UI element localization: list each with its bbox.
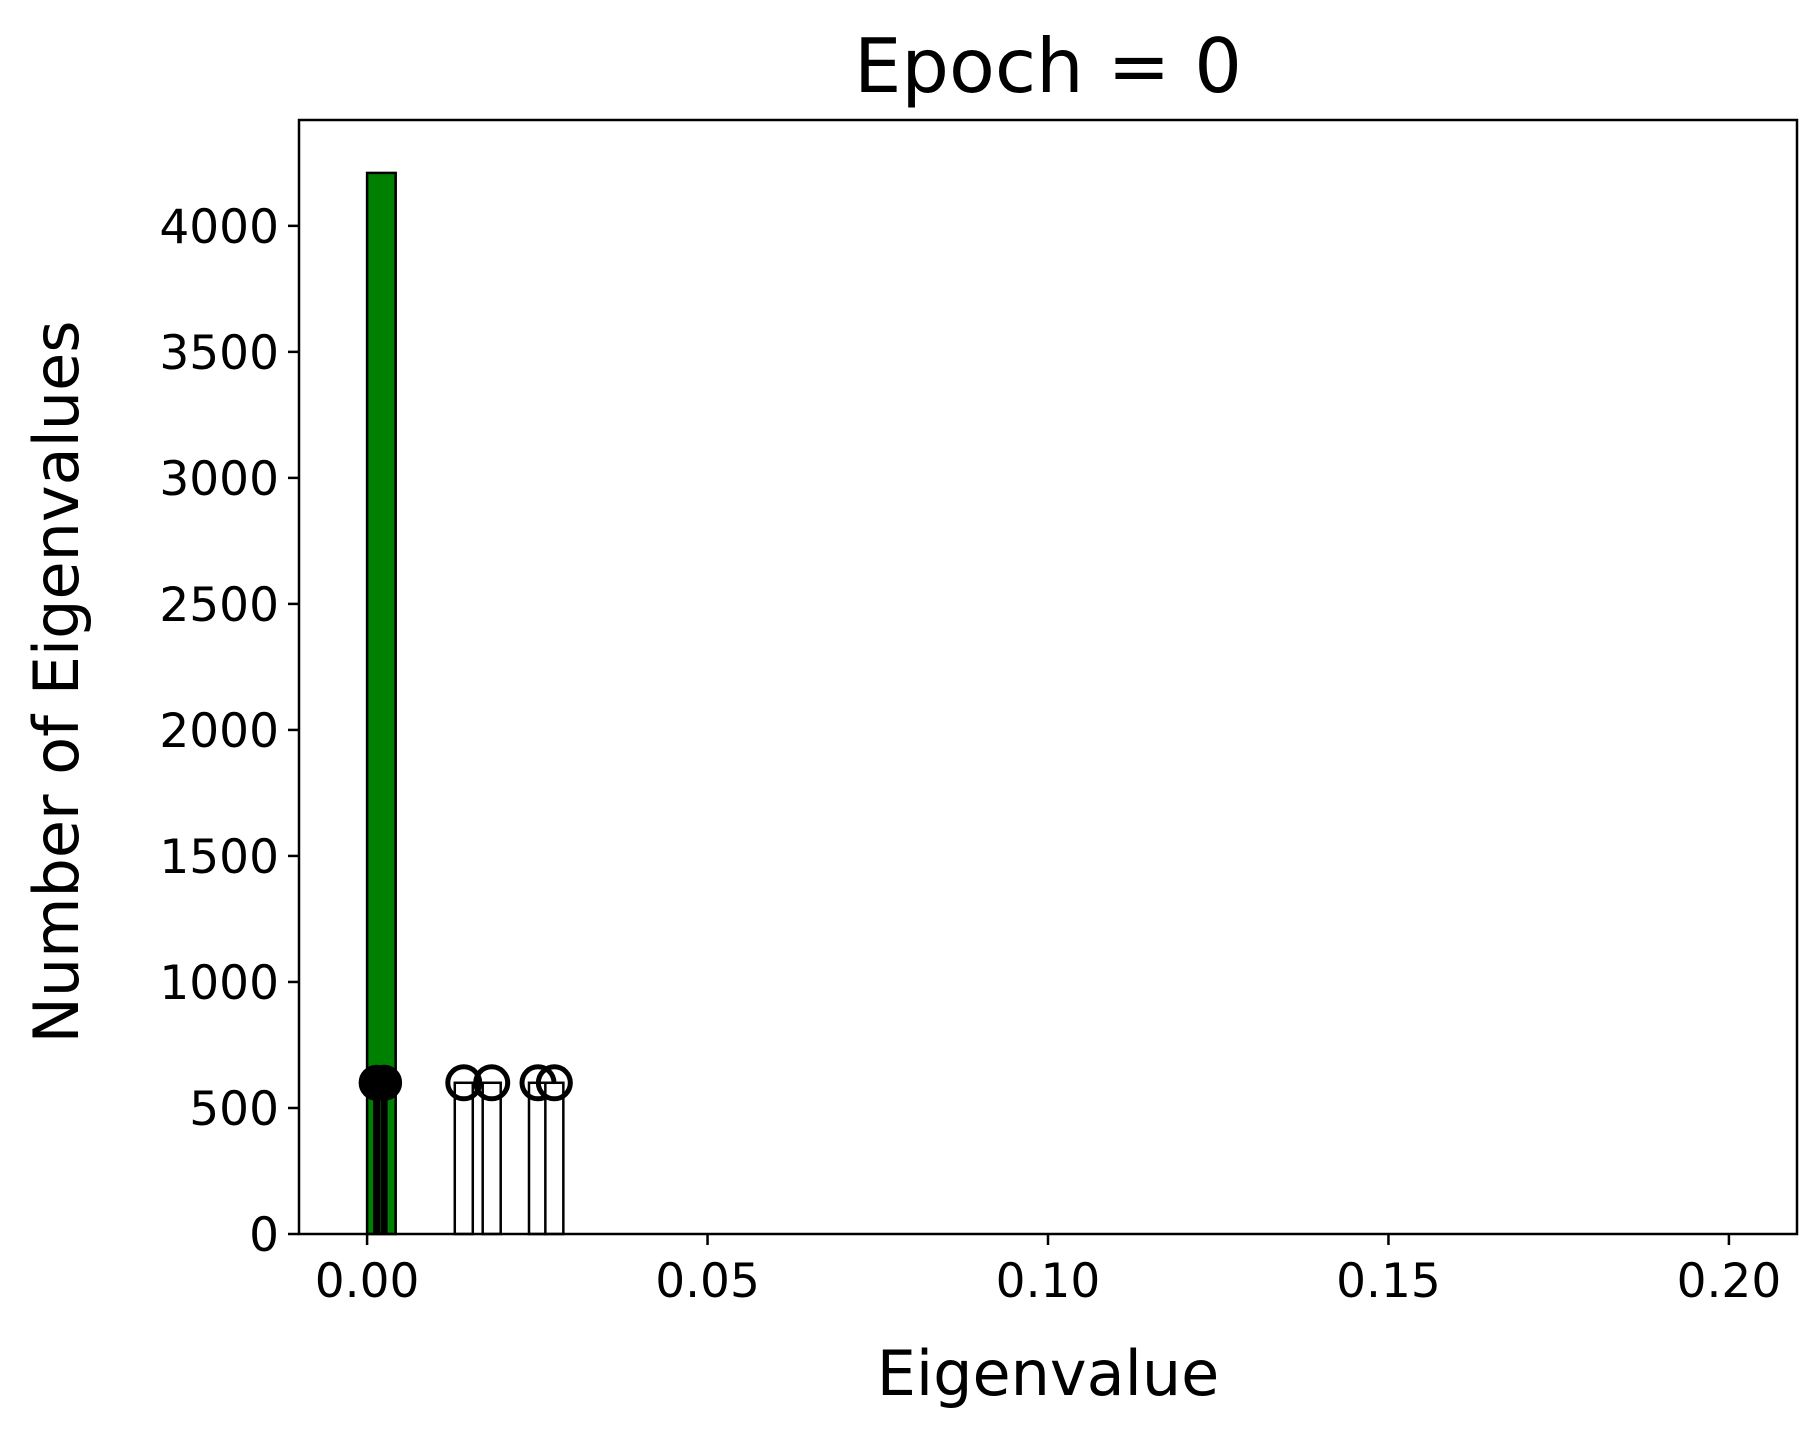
- x-tick-label-2: 0.10: [996, 1254, 1101, 1309]
- y-tick-label-8: 4000: [159, 200, 279, 255]
- plot-layer: [299, 120, 1797, 1234]
- chart-title: Epoch = 0: [854, 22, 1242, 110]
- stem-line-1: [380, 1082, 388, 1234]
- y-tick-label-5: 2500: [159, 578, 279, 633]
- stem-line-2: [453, 1081, 475, 1236]
- y-tick-label-7: 3500: [159, 326, 279, 381]
- y-tick-label-0: 0: [249, 1208, 279, 1263]
- histogram-bar-0: [365, 171, 397, 1236]
- stem-line-3: [481, 1081, 502, 1236]
- y-tick-label-6: 3000: [159, 452, 279, 507]
- x-tick-label-1: 0.05: [655, 1254, 760, 1309]
- y-tick-label-1: 500: [189, 1082, 279, 1137]
- bars-layer: [365, 171, 397, 1236]
- x-tick-label-0: 0.00: [315, 1254, 420, 1309]
- stem-marker-open-2: [445, 1064, 483, 1102]
- y-tick-label-4: 2000: [159, 704, 279, 759]
- axes-layer: 0.00 0.05 0.10 0.15 0.20 0 500 1000 1500 2000 2500…: [159, 118, 1799, 1309]
- y-tick-label-2: 1000: [159, 956, 279, 1011]
- stem-marker-open-5: [535, 1064, 573, 1102]
- markers-layer: [358, 1064, 573, 1236]
- stem-marker-open-3: [473, 1064, 511, 1102]
- stem-line-5: [544, 1081, 565, 1236]
- y-axis-label: Number of Eigenvalues: [20, 320, 93, 1043]
- plot-area: [299, 120, 1797, 1234]
- x-tick-label-4: 0.20: [1677, 1254, 1782, 1309]
- x-axis-label: Eigenvalue: [877, 1337, 1220, 1410]
- stem-marker-filled-1: [366, 1064, 403, 1101]
- y-tick-label-3: 1500: [159, 830, 279, 885]
- stem-line-0: [373, 1082, 381, 1234]
- x-tick-label-3: 0.15: [1336, 1254, 1441, 1309]
